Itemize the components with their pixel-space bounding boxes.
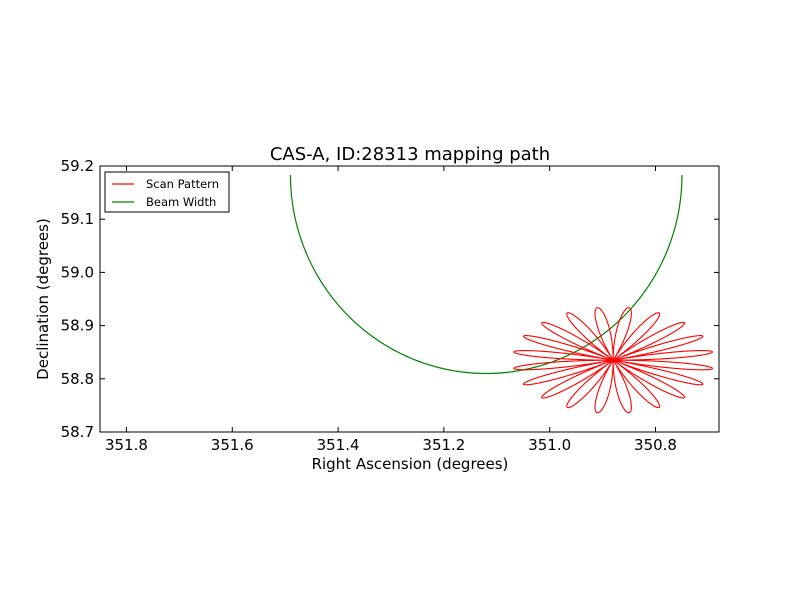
x-tick-label: 351.8: [105, 436, 148, 454]
legend-label-beam-width: Beam Width: [146, 195, 216, 209]
ticks-layer: 351.8 351.6 351.4 351.2 351.0 350.8 58.7 58.8 58…: [61, 157, 719, 454]
legend-box: [104, 171, 230, 213]
x-tick-label: 351.4: [317, 436, 360, 454]
legend-label-scan-pattern: Scan Pattern: [146, 177, 219, 191]
chart-title: CAS-A, ID:28313 mapping path: [270, 144, 550, 165]
y-tick-label: 58.8: [61, 370, 94, 388]
x-tick-label: 351.6: [211, 436, 254, 454]
plot-frame: [99, 165, 720, 433]
x-tick-label: 350.8: [634, 436, 677, 454]
legend: Scan Pattern Beam Width: [104, 171, 230, 213]
series-layer: [289, 175, 714, 414]
x-axis-label: Right Ascension (degrees): [312, 455, 509, 473]
x-tick-label: 351.0: [528, 436, 571, 454]
y-axis-label: Declination (degrees): [34, 218, 52, 380]
y-tick-label: 58.7: [61, 423, 94, 441]
y-tick-label: 59.1: [61, 210, 94, 228]
beam-width-circle: [289, 175, 683, 375]
y-tick-label: 58.9: [61, 317, 94, 335]
scan-pattern-path: [513, 307, 714, 414]
y-tick-label: 59.2: [61, 157, 94, 175]
y-tick-label: 59.0: [61, 263, 94, 281]
x-tick-label: 351.2: [422, 436, 465, 454]
